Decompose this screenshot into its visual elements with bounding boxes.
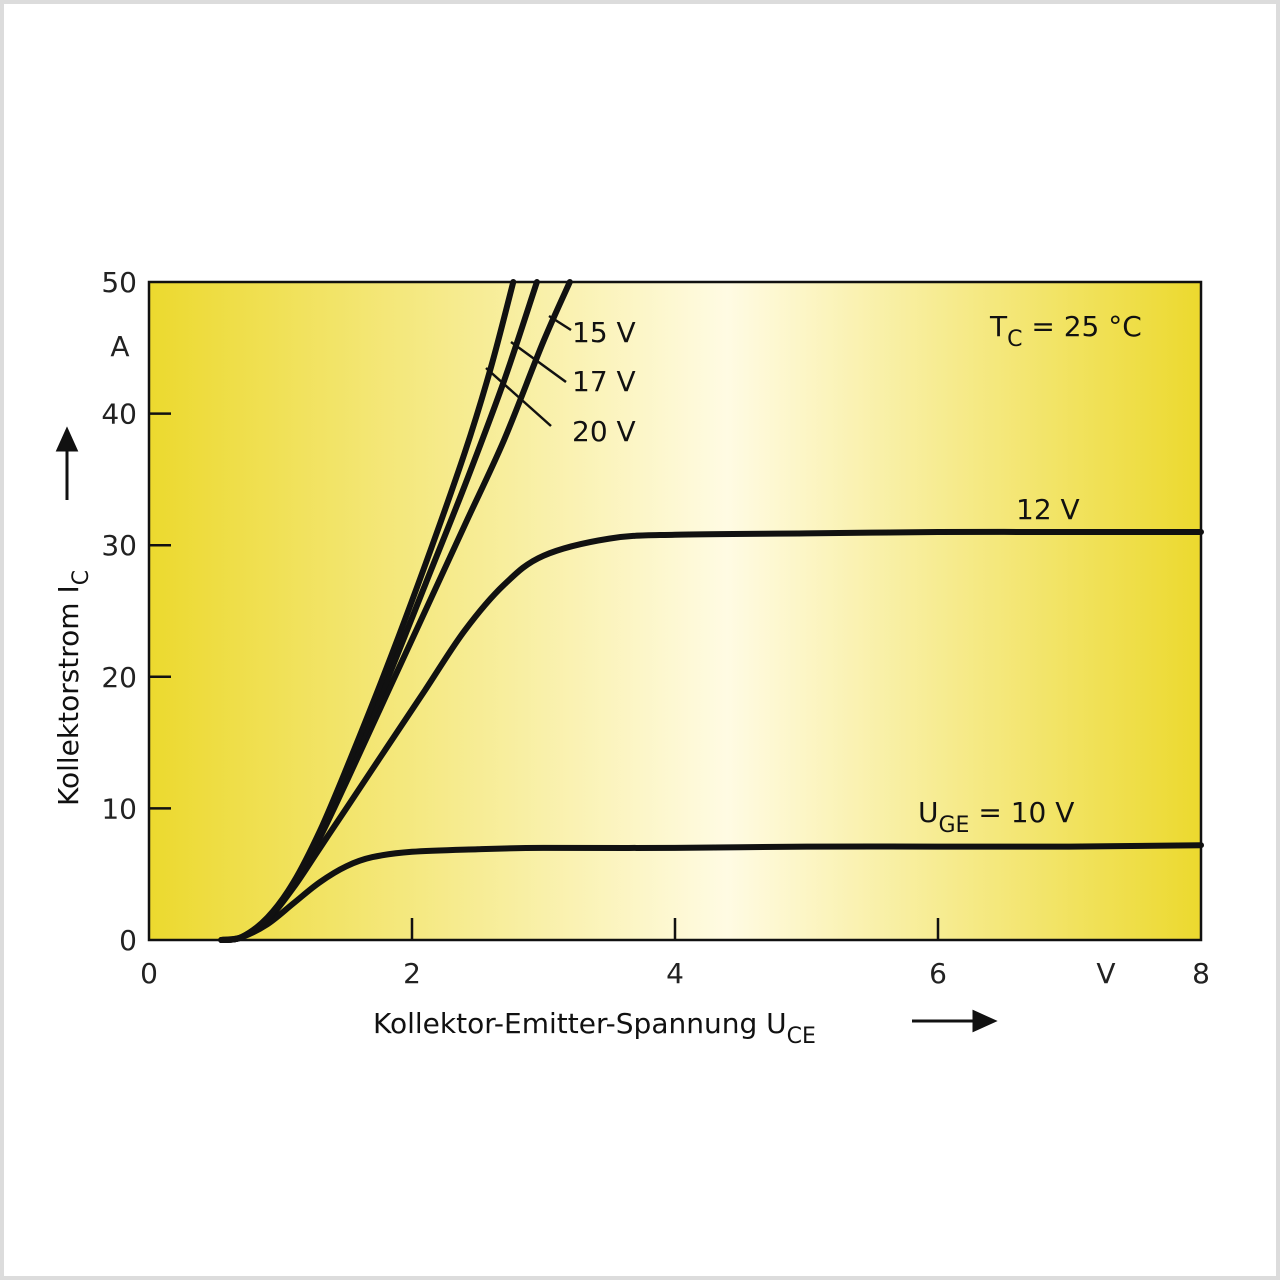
x-tick-label: 6	[929, 957, 947, 990]
y-unit-label: A	[110, 330, 129, 363]
x-tick-label: 8	[1192, 957, 1210, 990]
curve-series-4	[218, 279, 517, 943]
label-leaders	[485, 314, 572, 427]
x-tick-label: 0	[140, 957, 158, 990]
y-tick-label: 30	[101, 529, 137, 562]
x-axis-title: Kollektor-Emitter-Spannung UCE	[373, 1007, 816, 1049]
leader-line-0	[548, 314, 572, 332]
plot-area	[147, 280, 1203, 942]
leader-line-1	[510, 340, 567, 384]
x-tick-label: 4	[666, 957, 684, 990]
series-label-20v: 20 V	[572, 415, 636, 448]
x-tick-label: 2	[403, 957, 421, 990]
temperature-annotation: TC = 25 °C	[989, 310, 1142, 352]
series-label-17v: 17 V	[572, 365, 636, 398]
x-axis-ticks: 0 2 4 6 8	[140, 918, 1210, 990]
series-label-10v: UGE = 10 V	[918, 796, 1074, 838]
y-tick-label: 20	[101, 661, 137, 694]
curve-series-0	[218, 842, 1204, 943]
leader-line-2	[485, 367, 552, 427]
y-tick-label: 10	[101, 792, 137, 825]
x-unit-label: V	[1096, 957, 1115, 990]
x-axis-arrow	[912, 1009, 998, 1033]
y-tick-label: 40	[101, 398, 137, 431]
y-axis-title: Kollektorstrom IC	[52, 570, 94, 806]
y-tick-label: 0	[119, 924, 137, 957]
series-label-15v: 15 V	[572, 316, 636, 349]
curves-group	[218, 279, 1204, 943]
series-label-12v: 12 V	[1016, 493, 1080, 526]
y-axis-ticks: 0 10 20 30 40 50	[101, 266, 171, 957]
y-axis-arrow	[55, 426, 79, 500]
y-tick-label: 50	[101, 266, 137, 299]
